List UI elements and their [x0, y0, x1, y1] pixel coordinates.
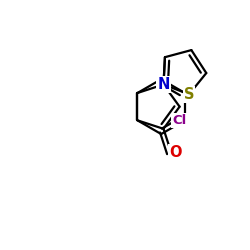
Text: Cl: Cl — [172, 114, 187, 126]
Text: O: O — [170, 145, 182, 160]
Text: N: N — [157, 77, 170, 92]
Text: S: S — [184, 87, 194, 102]
